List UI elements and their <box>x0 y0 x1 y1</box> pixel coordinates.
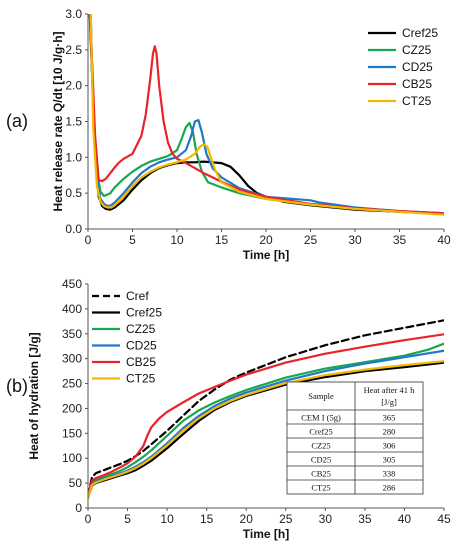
x-tick-label: 10 <box>170 233 184 247</box>
y-tick-label: 100 <box>62 451 82 465</box>
y-tick-label: 250 <box>62 377 82 391</box>
series-line-cb25 <box>88 14 444 215</box>
table-cell-heat: 286 <box>383 483 396 493</box>
x-tick-label: 0 <box>85 233 92 247</box>
table-cell-heat: 305 <box>383 455 396 465</box>
y-tick-label: 0 <box>75 501 82 515</box>
x-tick-label: 30 <box>348 233 362 247</box>
x-tick-label: 15 <box>200 512 214 526</box>
table-cell-sample: Cref25 <box>309 427 333 437</box>
y-tick-label: 450 <box>62 277 82 291</box>
y-tick-label: 50 <box>69 476 83 490</box>
chart-panel-b: 0 5 10 15 20 25 30 35 40 450501001502002503003504… <box>6 277 451 541</box>
y-tick-label: 2.5 <box>65 43 82 57</box>
x-tick-label: 40 <box>437 233 451 247</box>
series-line-ct25 <box>88 360 444 500</box>
x-tick-label: 5 <box>124 512 131 526</box>
series-line-cz25 <box>89 14 444 215</box>
x-tick-label: 10 <box>160 512 174 526</box>
x-tick-label: 35 <box>358 512 372 526</box>
table-cell-heat: 338 <box>383 469 396 479</box>
legend-label-cd25: CD25 <box>402 60 433 74</box>
table-cell-sample: CB25 <box>311 469 331 479</box>
y-tick-label: 0.5 <box>65 186 82 200</box>
legend-label-cref: Cref <box>126 289 149 303</box>
x-tick-label: 5 <box>129 233 136 247</box>
table-header-sample: Sample <box>308 391 334 401</box>
table-cell-heat: 280 <box>383 427 396 437</box>
legend-label-cd25: CD25 <box>126 339 157 353</box>
y-tick-label: 150 <box>62 426 82 440</box>
results-table: Sample Heat after 41 h [J/g] CEM I (5g) 365 C… <box>286 381 424 495</box>
chart-panel-a: 0 5 10 15 20 25 30 35 40 0.0 0.5 1.0 1.5 2.0 2.5 3.0 Tim… <box>6 7 451 262</box>
legend-label-cz25: CZ25 <box>126 322 156 336</box>
series-line-cd25 <box>89 14 444 215</box>
series-group <box>88 319 444 500</box>
y-tick-label: 1.0 <box>65 150 82 164</box>
x-tick-label: 35 <box>393 233 407 247</box>
table-cell-sample: CEM I (5g) <box>301 413 341 423</box>
x-tick-label: 25 <box>304 233 318 247</box>
table-header-heat: Heat after 41 h [J/g] <box>364 385 415 407</box>
series-group <box>88 14 444 216</box>
legend-label-cb25: CB25 <box>402 77 432 91</box>
table-cell-sample: CT25 <box>311 483 330 493</box>
y-tick-label: 400 <box>62 302 82 316</box>
panel-label: (a) <box>6 111 28 131</box>
x-tick-label: 20 <box>259 233 273 247</box>
table-cell-sample: CZ25 <box>311 441 330 451</box>
x-tick-label: 25 <box>279 512 293 526</box>
y-tick-label: 200 <box>62 401 82 415</box>
y-tick-label: 0.0 <box>65 222 82 236</box>
series-line-cz25 <box>88 342 444 499</box>
legend-label-cref25: Cref25 <box>402 26 438 40</box>
x-tick-label: 45 <box>437 512 451 526</box>
series-line-cref <box>88 319 444 497</box>
panel-label: (b) <box>6 376 28 396</box>
x-tick-label: 30 <box>319 512 333 526</box>
legend-label-ct25: CT25 <box>402 94 432 108</box>
series-line-cref25 <box>88 14 444 215</box>
x-axis-label: Time [h] <box>243 248 289 262</box>
legend-label-cref25: Cref25 <box>126 306 162 320</box>
x-tick-label: 0 <box>85 512 92 526</box>
x-tick-label: 40 <box>398 512 412 526</box>
y-tick-label: 2.0 <box>65 79 82 93</box>
legend-label-cz25: CZ25 <box>402 43 432 57</box>
y-tick-label: 350 <box>62 327 82 341</box>
y-axis-label: Heat release rate Q/dt [10 J/g·h] <box>51 31 65 211</box>
y-tick-label: 1.5 <box>65 115 82 129</box>
series-line-cb25 <box>88 333 444 498</box>
y-tick-label: 300 <box>62 352 82 366</box>
x-tick-label: 20 <box>240 512 254 526</box>
series-line-ct25 <box>89 14 444 216</box>
x-tick-label: 15 <box>215 233 229 247</box>
y-axis-label: Heat of hydration [J/g] <box>27 332 41 459</box>
x-axis-label: Time [h] <box>243 527 289 541</box>
table-cell-sample: CD25 <box>311 455 331 465</box>
table-cell-heat: 365 <box>383 413 396 423</box>
legend-label-cb25: CB25 <box>126 355 156 369</box>
legend-label-ct25: CT25 <box>126 372 156 386</box>
y-tick-label: 3.0 <box>65 7 82 21</box>
table-cell-heat: 306 <box>383 441 396 451</box>
